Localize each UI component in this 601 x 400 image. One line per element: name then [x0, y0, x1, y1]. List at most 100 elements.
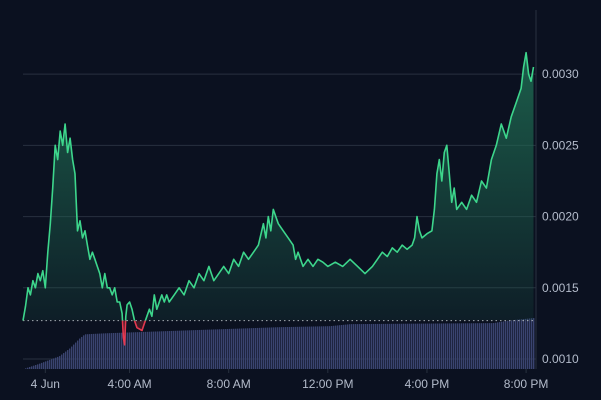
volume-bar	[413, 323, 415, 369]
volume-bar	[429, 323, 431, 369]
volume-bar	[265, 327, 267, 369]
volume-bar	[25, 368, 27, 369]
volume-bar	[233, 328, 235, 369]
volume-bar	[309, 326, 311, 369]
volume-bar	[345, 324, 347, 369]
volume-bar	[519, 319, 521, 369]
volume-bar	[411, 323, 413, 369]
volume-bar	[409, 323, 411, 369]
volume-bar	[421, 323, 423, 369]
volume-bar	[47, 360, 49, 369]
volume-bar	[439, 323, 441, 369]
volume-bar	[83, 335, 85, 369]
volume-bar	[193, 330, 195, 369]
volume-bar	[405, 323, 407, 369]
volume-bar	[53, 358, 55, 369]
volume-bar	[435, 323, 437, 369]
volume-bar	[59, 356, 61, 369]
volume-bar	[203, 329, 205, 369]
volume-bar	[509, 320, 511, 369]
volume-bar	[419, 323, 421, 369]
volume-bar	[339, 325, 341, 369]
y-tick-label: 0.0025	[542, 138, 579, 152]
volume-bar	[307, 326, 309, 369]
volume-bar	[375, 323, 377, 369]
volume-bar	[45, 361, 47, 369]
volume-bar	[97, 333, 99, 369]
volume-bar	[453, 323, 455, 369]
volume-bar	[347, 324, 349, 369]
volume-bar	[141, 332, 143, 369]
volume-bar	[149, 331, 151, 369]
volume-bar	[201, 329, 203, 369]
volume-bar	[273, 327, 275, 369]
volume-bar	[389, 323, 391, 369]
volume-bar	[403, 323, 405, 369]
volume-bar	[349, 324, 351, 369]
volume-bar	[417, 323, 419, 369]
volume-bar	[129, 332, 131, 369]
volume-bar	[287, 327, 289, 369]
volume-bar	[485, 323, 487, 369]
volume-bar	[363, 324, 365, 369]
volume-bar	[465, 323, 467, 369]
x-tick-label: 4 Jun	[31, 377, 60, 391]
volume-bar	[503, 321, 505, 369]
volume-bar	[517, 319, 519, 369]
volume-bar	[441, 323, 443, 369]
volume-bar	[301, 326, 303, 369]
volume-bar	[181, 330, 183, 369]
volume-bar	[499, 322, 501, 369]
volume-bar	[49, 359, 51, 369]
volume-bar	[227, 328, 229, 369]
x-tick-label: 4:00 PM	[405, 377, 450, 391]
volume-bar	[173, 330, 175, 369]
y-tick-label: 0.0015	[542, 281, 579, 295]
volume-bar	[93, 333, 95, 369]
volume-bar	[295, 326, 297, 369]
volume-bar	[131, 332, 133, 369]
volume-bar	[245, 328, 247, 369]
price-area-up	[23, 52, 534, 321]
volume-bar	[313, 326, 315, 369]
volume-bar	[65, 351, 67, 369]
volume-bar	[229, 328, 231, 369]
volume-bar	[531, 318, 533, 369]
volume-bar	[483, 323, 485, 369]
volume-bar	[259, 327, 261, 369]
volume-bar	[447, 323, 449, 369]
volume-bar	[515, 319, 517, 369]
volume-bar	[249, 328, 251, 369]
volume-bar	[401, 323, 403, 369]
volume-bar	[109, 333, 111, 369]
volume-bar	[337, 325, 339, 369]
volume-bar	[161, 331, 163, 369]
volume-bar	[119, 332, 121, 369]
volume-bar	[333, 325, 335, 369]
volume-bar	[139, 332, 141, 369]
volume-bar	[171, 330, 173, 369]
volume-bar	[493, 323, 495, 369]
volume-bar	[471, 323, 473, 369]
volume-bar	[243, 328, 245, 369]
volume-bar	[123, 332, 125, 369]
volume-bar	[323, 326, 325, 369]
volume-bar	[275, 327, 277, 369]
volume-bar	[71, 346, 73, 369]
volume-bar	[29, 367, 31, 369]
volume-bar	[167, 331, 169, 369]
volume-bar	[461, 323, 463, 369]
x-tick-label: 4:00 AM	[108, 377, 152, 391]
volume-bar	[291, 326, 293, 369]
volume-bar	[381, 323, 383, 369]
volume-bar	[55, 357, 57, 369]
volume-bar	[283, 327, 285, 369]
volume-bar	[113, 333, 115, 369]
volume-bar	[373, 323, 375, 369]
y-tick-label: 0.0020	[542, 210, 579, 224]
volume-bar	[277, 327, 279, 369]
volume-bar	[399, 323, 401, 369]
volume-bar	[507, 320, 509, 369]
